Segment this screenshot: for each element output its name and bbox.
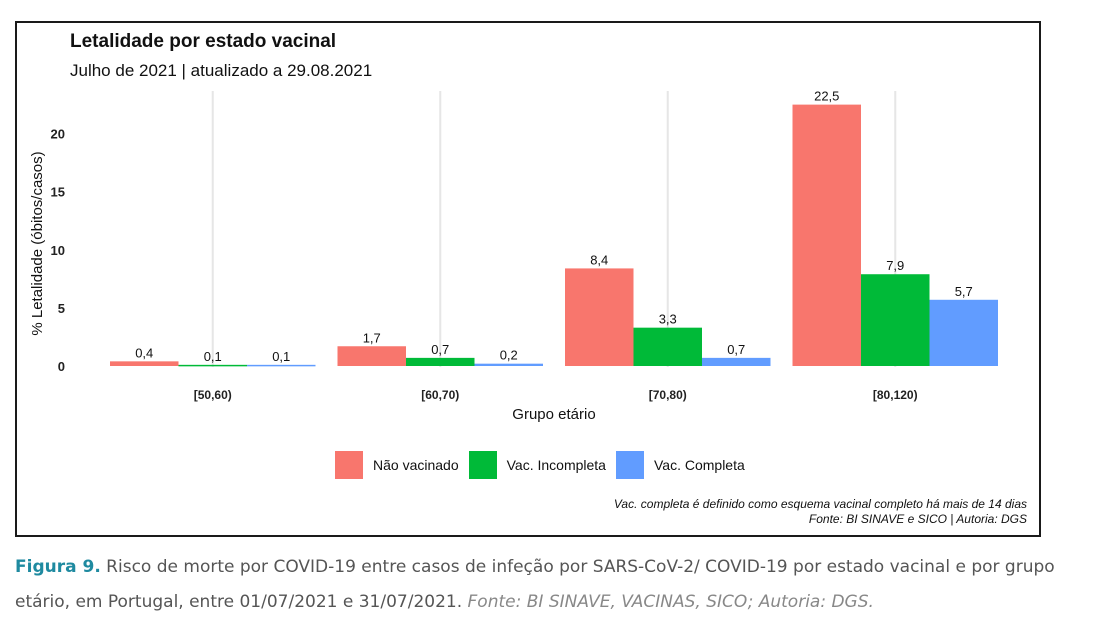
chart-note: Vac. completa é definido como esquema va… [614,497,1027,527]
figure-label: Figura 9. [15,557,101,577]
data-label: 0,7 [727,342,745,357]
bar [633,327,702,366]
bar [702,357,771,366]
caption-source: Fonte: BI SINAVE, VACINAS, SICO; Autoria… [467,592,874,612]
legend-label: Não vacinado [373,457,459,473]
y-tick-label: 15 [51,185,65,200]
bar [178,364,247,367]
legend-item-nao-vacinado: Não vacinado [335,451,459,479]
data-label: 0,7 [431,342,449,357]
legend-item-vac-incompleta: Vac. Incompleta [468,451,606,479]
data-label: 1,7 [363,330,381,345]
chart-frame: Letalidade por estado vacinal Julho de 2… [15,21,1041,537]
legend-label: Vac. Incompleta [506,457,606,473]
legend-item-vac-completa: Vac. Completa [615,451,745,479]
caption-text: Risco de morte por COVID-19 entre casos … [15,557,1055,612]
x-tick-label: [80,120) [873,388,918,402]
bar [247,364,316,367]
data-label: 22,5 [814,89,839,104]
y-tick-label: 10 [51,243,65,258]
legend-swatch-vac-completa [615,451,644,479]
x-tick-label: [60,70) [421,388,459,402]
note-source: Fonte: BI SINAVE e SICO | Autoria: DGS [808,512,1027,526]
data-label: 7,9 [886,258,904,273]
bar [337,346,406,366]
y-tick-label: 0 [58,359,65,374]
legend: Não vacinado Vac. Incompleta Vac. Comple… [335,451,755,479]
chart-title: Letalidade por estado vacinal [70,31,337,52]
bar [110,361,179,366]
bar-chart: 0 5 10 15 20 % Letalidade (óbitos/casos) 0,4 0,… [29,89,998,423]
legend-swatch-vac-incompleta [468,451,497,479]
bar [565,268,634,366]
bar [474,363,543,366]
note-definition: Vac. completa é definido como esquema va… [613,497,1027,511]
bar [792,104,861,367]
y-tick-label: 20 [51,127,65,142]
y-axis-title: % Letalidade (óbitos/casos) [29,151,46,335]
data-label: 8,4 [590,252,608,267]
data-label: 0,1 [204,349,222,364]
bar [861,274,930,366]
x-axis-title: Grupo etário [512,406,595,423]
legend-swatch-nao-vacinado [335,451,363,479]
data-label: 0,2 [500,348,518,363]
x-tick-label: [70,80) [649,388,687,402]
y-tick-label: 5 [58,301,65,316]
data-label: 0,1 [272,349,290,364]
chart-subtitle: Julho de 2021 | atualizado a 29.08.2021 [70,61,373,80]
data-label: 5,7 [955,284,973,299]
x-tick-label: [50,60) [194,388,232,402]
data-label: 0,4 [135,345,153,360]
legend-label: Vac. Completa [653,457,745,473]
figure-caption: Figura 9. Risco de morte por COVID-19 en… [15,550,1090,620]
data-label: 3,3 [659,312,677,327]
bar [929,299,998,366]
bar [406,357,475,366]
